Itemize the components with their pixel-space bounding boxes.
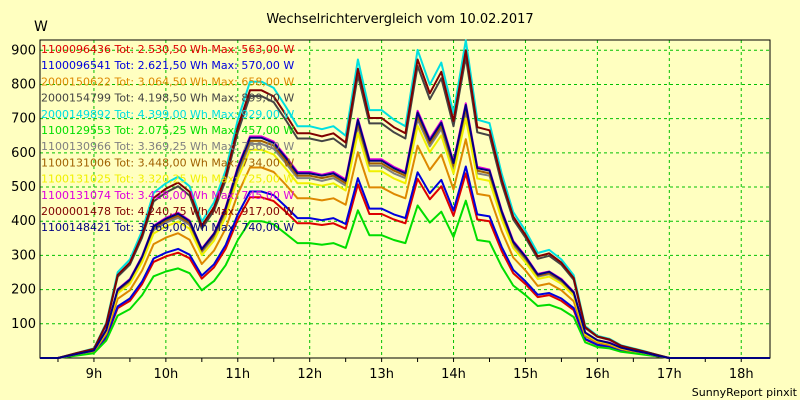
legend-entry-2: 1100096541 Tot: 2.621,50 Wh Max: 570,00 …: [41, 59, 294, 72]
x-tick-label: 9h: [86, 367, 103, 382]
x-tick-label: 18h: [729, 367, 754, 382]
y-tick-label: 800: [11, 77, 36, 92]
y-tick-label: 900: [11, 43, 36, 58]
y-axis-unit: W: [34, 19, 48, 35]
y-tick-label: 500: [11, 180, 36, 195]
y-tick-label: 600: [11, 146, 36, 161]
footer-credit: SunnyReport pinxit: [692, 386, 798, 399]
x-tick-label: 13h: [369, 367, 394, 382]
y-tick-label: 300: [11, 248, 36, 263]
series-line-12: [40, 104, 770, 359]
series-line-6: [40, 199, 770, 359]
legend-entry-8: 1100131006 Tot: 3.448,00 Wh Max: 734,00 …: [41, 156, 294, 169]
y-tick-label: 400: [11, 214, 36, 229]
legend-entry-6: 1100129553 Tot: 2.075,25 Wh Max: 457,00 …: [41, 124, 294, 137]
series-line-11: [40, 49, 770, 359]
y-tick-label: 200: [11, 283, 36, 298]
legend-entry-1: 1100096436 Tot: 2.530,50 Wh Max: 563,00 …: [41, 43, 294, 56]
legend-entry-12: 1100148421 Tot: 3.369,00 Wh Max: 740,00 …: [41, 221, 294, 234]
x-tick-label: 16h: [585, 367, 610, 382]
axes: 100 200 300 400 500 600 700 800 900 9h 10h 11h 12h 13…: [11, 39, 771, 382]
x-tick-label: 17h: [657, 367, 682, 382]
legend-entry-3: 2000150622 Tot: 3.064,50 Wh Max: 658,00 …: [41, 75, 294, 88]
legend-entry-7: 1100130966 Tot: 3.369,25 Wh Max: 736,00 …: [41, 140, 294, 153]
y-tick-label: 100: [11, 317, 36, 332]
legend-entry-9: 1100131025 Tot: 3.320,25 Wh Max: 725,00 …: [41, 173, 294, 186]
x-tick-label: 10h: [153, 367, 178, 382]
legend: 1100096436 Tot: 2.530,50 Wh Max: 563,00 …: [41, 43, 294, 234]
legend-entry-4: 2000154799 Tot: 4.198,50 Wh Max: 899,00 …: [41, 92, 294, 105]
legend-entry-10: 1100131074 Tot: 3.428,00 Wh Max: 745,00 …: [41, 189, 294, 202]
x-tick-label: 15h: [513, 367, 538, 382]
series-lines: [40, 39, 770, 359]
x-tick-label: 11h: [225, 367, 250, 382]
legend-entry-11: 2000001478 Tot: 4.240,75 Wh Max: 917,00 …: [41, 205, 294, 218]
x-tick-label: 14h: [441, 367, 466, 382]
plot-frame: [39, 39, 771, 359]
x-tick-label: 12h: [297, 367, 322, 382]
legend-entry-5: 2000149892 Tot: 4.399,00 Wh Max: 929,00 …: [41, 108, 294, 121]
chart-title: Wechselrichtervergleich vom 10.02.2017: [266, 12, 533, 27]
y-tick-label: 700: [11, 112, 36, 127]
